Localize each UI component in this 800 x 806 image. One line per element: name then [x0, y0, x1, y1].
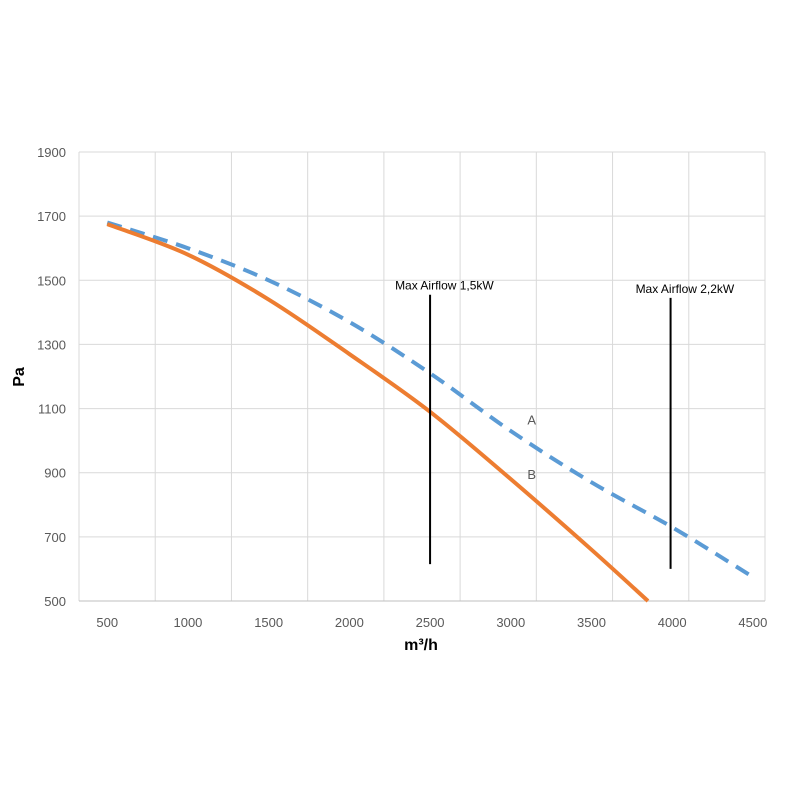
x-tick-labels: 500 1000 1500 2000 2500 3000 3500 4000 4500 — [96, 615, 767, 630]
y-tick-label: 1100 — [38, 402, 66, 417]
x-tick-label: 2000 — [335, 615, 364, 630]
x-tick-label: 4000 — [658, 615, 687, 630]
series-labels: AB — [527, 413, 536, 483]
y-tick-label: 700 — [44, 530, 66, 545]
series-line-b — [106, 222, 650, 603]
y-tick-label: 1300 — [37, 337, 66, 352]
x-tick-label: 3500 — [577, 615, 606, 630]
x-tick-label: 1500 — [254, 615, 283, 630]
y-tick-labels: 500 700 900 1100 1300 1500 1700 1900 — [37, 145, 66, 609]
series-lines — [106, 220, 754, 603]
annotations: Max Airflow 1,5kW Max Airflow 2,2kW — [395, 279, 735, 569]
max-airflow-label-2: Max Airflow 2,2kW — [636, 282, 735, 296]
grid — [78, 151, 766, 602]
y-tick-label: 1500 — [37, 273, 66, 288]
y-tick-label: 500 — [44, 594, 66, 609]
x-tick-label: 2500 — [416, 615, 445, 630]
series-line-a — [106, 220, 754, 579]
y-axis-title: Pa — [11, 367, 28, 387]
x-tick-label: 3000 — [496, 615, 525, 630]
series-label-a: A — [527, 413, 536, 428]
x-tick-label: 500 — [96, 615, 118, 630]
max-airflow-label-1: Max Airflow 1,5kW — [395, 279, 494, 293]
x-tick-label: 1000 — [173, 615, 202, 630]
series-label-b: B — [527, 467, 536, 482]
y-tick-label: 900 — [44, 466, 66, 481]
x-axis-title: m³/h — [404, 637, 438, 654]
y-tick-label: 1700 — [37, 209, 66, 224]
x-tick-label: 4500 — [738, 615, 767, 630]
y-tick-label: 1900 — [37, 145, 66, 160]
